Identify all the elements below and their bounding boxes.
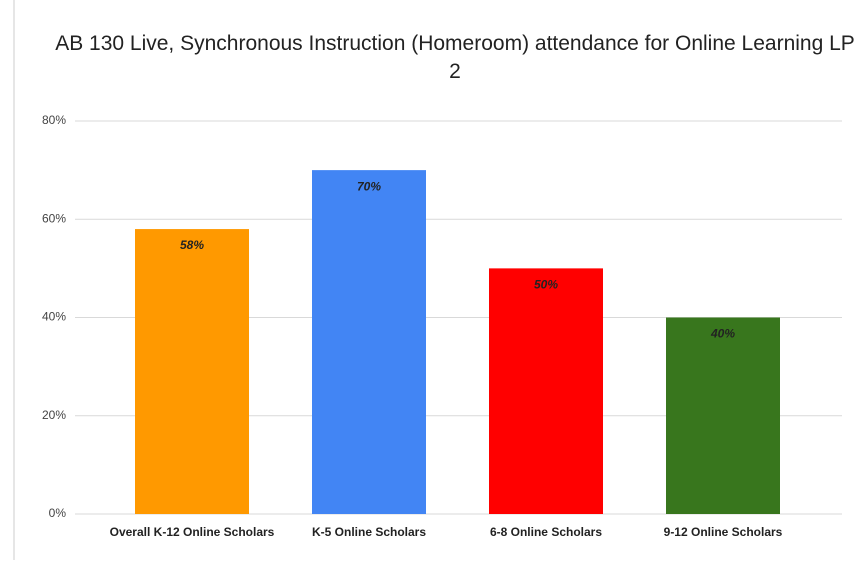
data-label: 50% — [534, 278, 558, 292]
x-tick-label: 9-12 Online Scholars — [664, 525, 783, 539]
x-tick-label: K-5 Online Scholars — [312, 525, 426, 539]
x-tick-label: Overall K-12 Online Scholars — [110, 525, 275, 539]
data-label: 58% — [180, 238, 204, 252]
bar — [135, 229, 249, 514]
y-tick-label: 80% — [42, 113, 66, 127]
y-tick-label: 60% — [42, 211, 66, 225]
bar — [489, 268, 603, 514]
data-label: 40% — [710, 327, 735, 341]
y-tick-label: 0% — [49, 506, 67, 520]
x-tick-label: 6-8 Online Scholars — [490, 525, 602, 539]
chart-title: AB 130 Live, Synchronous Instruction (Ho… — [55, 32, 855, 83]
bar — [666, 317, 780, 514]
bar — [312, 170, 426, 514]
data-label: 70% — [357, 179, 381, 193]
y-tick-label: 20% — [42, 408, 66, 422]
y-tick-label: 40% — [42, 310, 66, 324]
